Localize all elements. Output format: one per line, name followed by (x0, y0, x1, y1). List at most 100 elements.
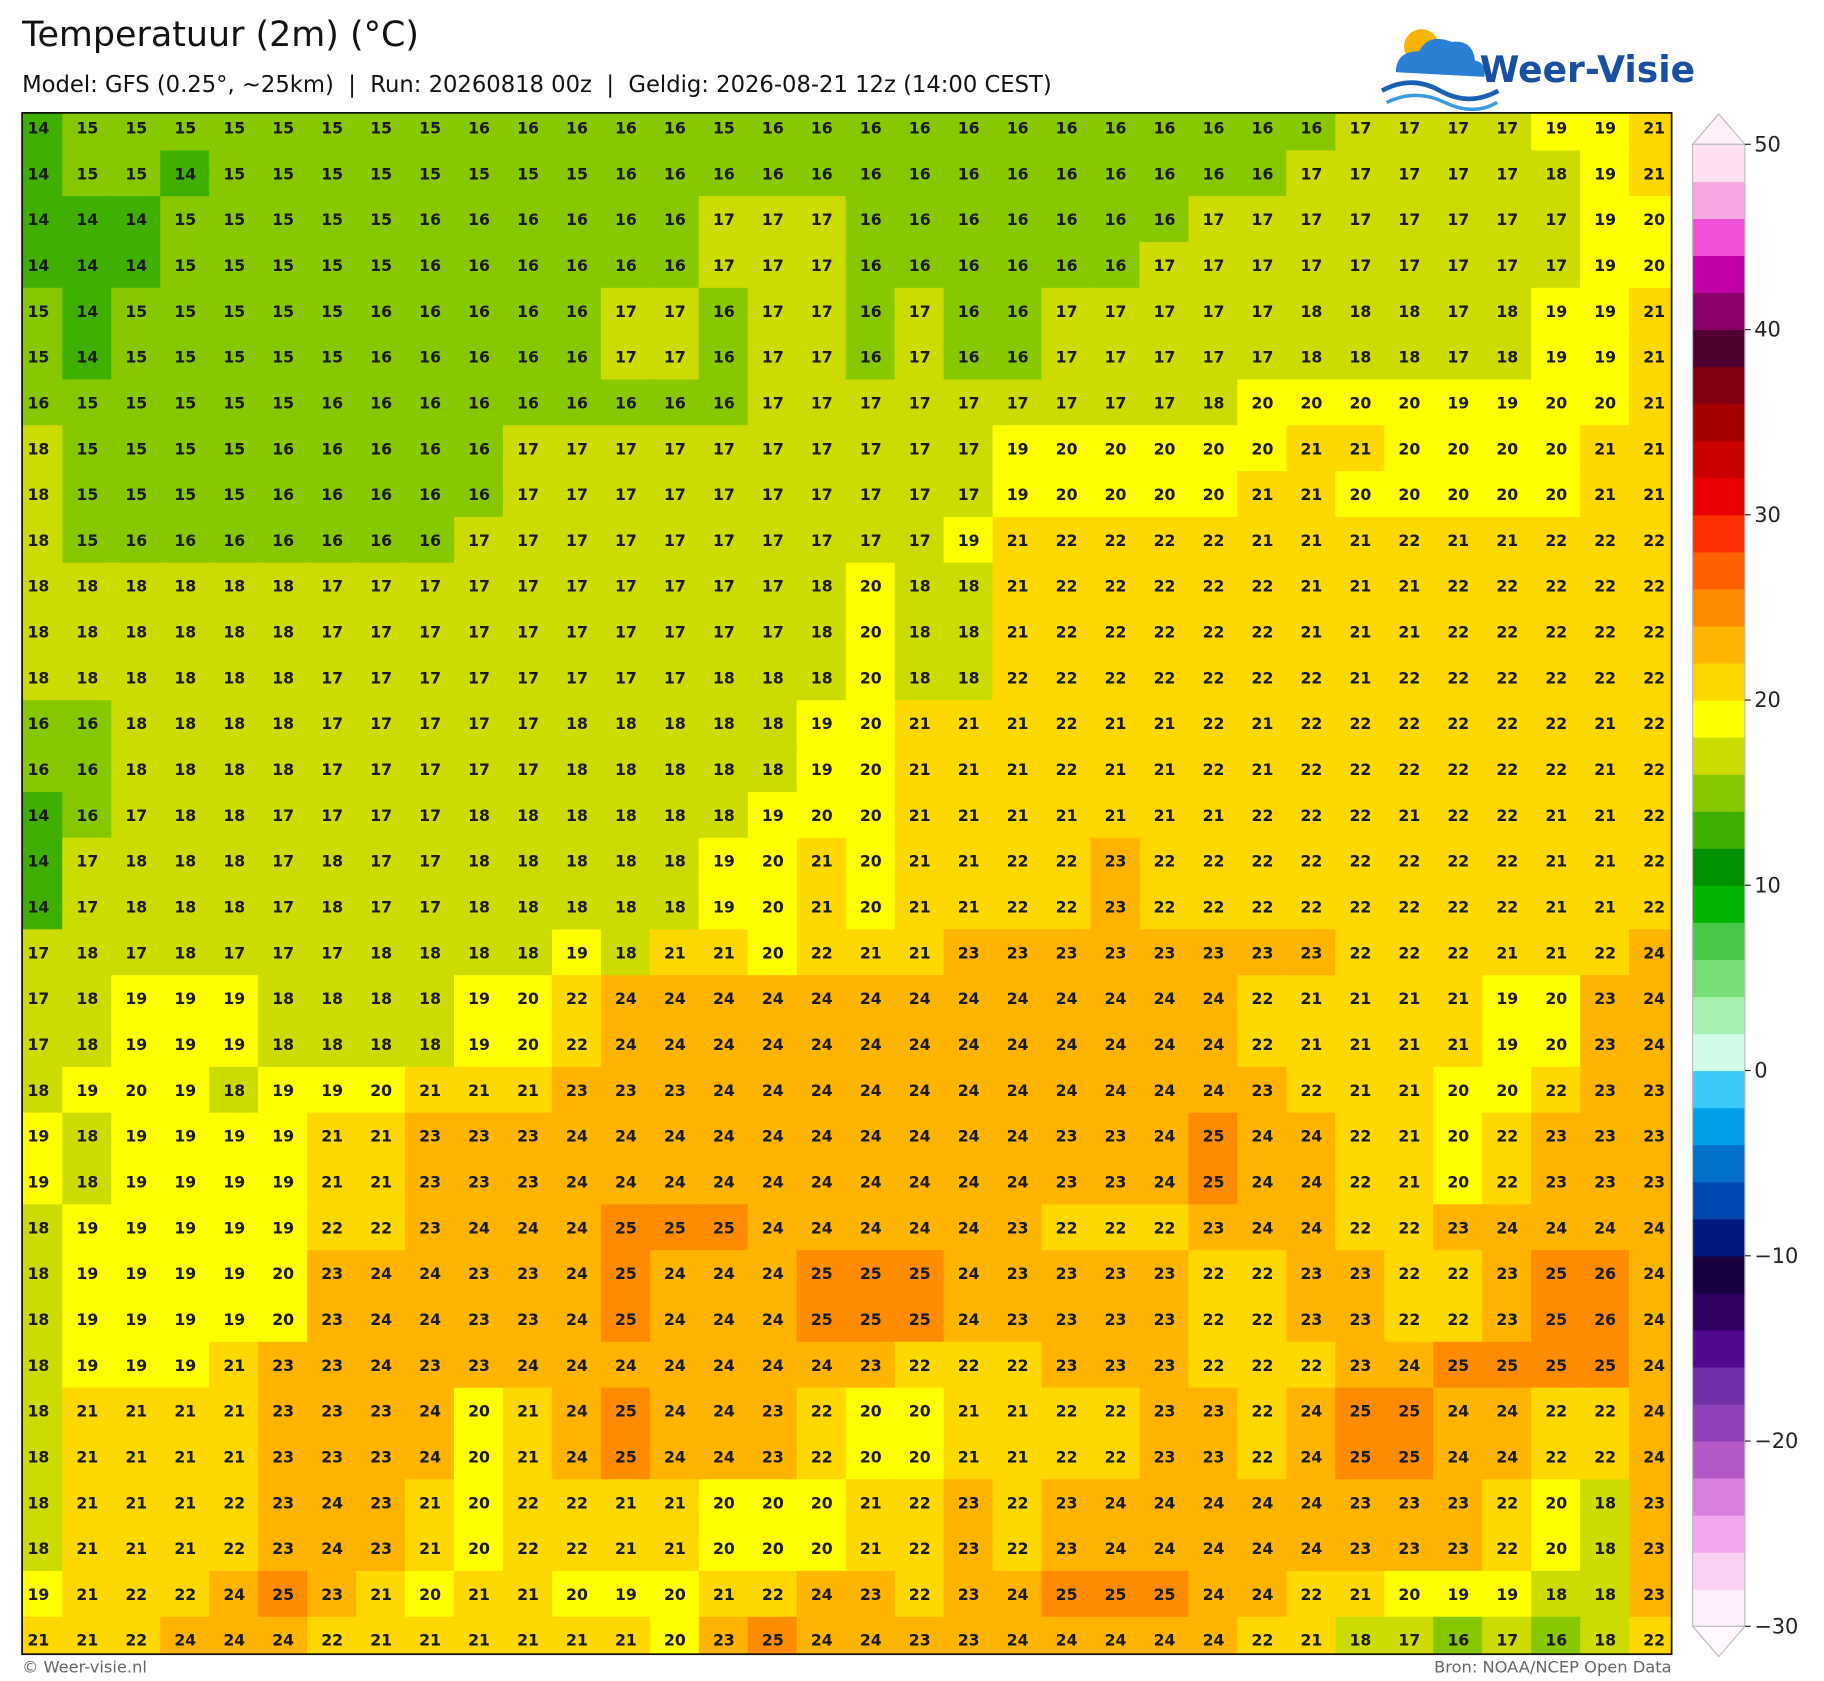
temperature-label: 23 (1154, 1447, 1176, 1466)
temperature-label: 16 (468, 302, 490, 321)
temperature-label: 16 (321, 531, 343, 550)
temperature-label: 24 (958, 1218, 980, 1237)
temperature-cell (1286, 112, 1337, 152)
temperature-label: 20 (468, 1402, 490, 1421)
temperature-cell (1531, 1341, 1582, 1389)
temperature-label: 15 (125, 485, 147, 504)
temperature-label: 18 (664, 852, 686, 871)
temperature-cell (698, 333, 749, 381)
temperature-label: 17 (615, 439, 637, 458)
temperature-label: 23 (1447, 1539, 1469, 1558)
temperature-label: 21 (125, 1447, 147, 1466)
temperature-cell (307, 562, 358, 610)
temperature-label: 22 (1349, 714, 1371, 733)
temperature-label: 17 (272, 852, 294, 871)
temperature-label: 18 (27, 1447, 49, 1466)
temperature-cell (1188, 746, 1239, 794)
temperature-cell (209, 196, 260, 244)
temperature-cell (62, 471, 113, 519)
temperature-cell (453, 929, 505, 977)
temperature-cell (1237, 1158, 1288, 1206)
temperature-label: 18 (27, 1539, 49, 1558)
colorbar-tick-label: −30 (1754, 1614, 1798, 1638)
temperature-label: 24 (566, 1447, 588, 1466)
temperature-cell (1433, 837, 1484, 885)
temperature-label: 21 (1643, 348, 1665, 367)
temperature-label: 17 (1496, 256, 1518, 275)
temperature-cell (943, 1479, 994, 1527)
temperature-label: 17 (517, 668, 539, 687)
logo-cloud (1395, 38, 1485, 77)
temperature-label: 22 (1643, 577, 1665, 596)
temperature-label: 22 (1056, 852, 1078, 871)
temperature-label: 17 (419, 806, 441, 825)
temperature-label: 17 (958, 393, 980, 412)
temperature-label: 23 (1252, 943, 1274, 962)
temperature-cell (160, 1021, 211, 1069)
temperature-label: 24 (958, 1035, 980, 1054)
temperature-label: 20 (1594, 393, 1616, 412)
temperature-label: 17 (517, 439, 539, 458)
temperature-label: 18 (370, 989, 392, 1008)
temperature-cell (1090, 1021, 1141, 1069)
temperature-label: 17 (811, 485, 833, 504)
temperature-cell (307, 700, 358, 748)
temperature-cell (1335, 837, 1386, 885)
temperature-label: 22 (1496, 1493, 1518, 1512)
temperature-label: 16 (1203, 164, 1225, 183)
temperature-label: 17 (321, 714, 343, 733)
temperature-label: 21 (1447, 989, 1469, 1008)
temperature-label: 16 (1105, 119, 1127, 138)
temperature-label: 19 (223, 1264, 245, 1283)
temperature-label: 23 (370, 1493, 392, 1512)
temperature-label: 24 (1154, 1127, 1176, 1146)
temperature-cell (1286, 196, 1337, 244)
temperature-cell (22, 608, 64, 656)
temperature-cell (600, 608, 652, 656)
temperature-label: 23 (517, 1264, 539, 1283)
temperature-label: 19 (174, 1264, 196, 1283)
temperature-cell (1482, 1066, 1533, 1114)
temperature-label: 18 (468, 806, 490, 825)
temperature-cell (1531, 1616, 1582, 1655)
temperature-label: 19 (1496, 1585, 1518, 1604)
temperature-label: 17 (468, 714, 490, 733)
temperature-label: 25 (909, 1310, 931, 1329)
temperature-cell (502, 746, 554, 794)
temperature-label: 21 (27, 1631, 49, 1650)
temperature-label: 24 (370, 1310, 392, 1329)
temperature-label: 17 (615, 485, 637, 504)
temperature-label: 18 (76, 577, 98, 596)
temperature-label: 17 (762, 256, 784, 275)
temperature-cell (600, 746, 652, 794)
temperature-label: 23 (1594, 1127, 1616, 1146)
temperature-label: 18 (27, 668, 49, 687)
temperature-cell (894, 1066, 945, 1114)
temperature-cell (1090, 112, 1141, 152)
temperature-label: 24 (909, 989, 931, 1008)
temperature-cell (1335, 241, 1386, 289)
colorbar-tick-label: 50 (1754, 132, 1781, 156)
temperature-label: 21 (1594, 760, 1616, 779)
colorbar-segment (1692, 662, 1745, 701)
temperature-label: 19 (1007, 485, 1029, 504)
temperature-cell (894, 746, 945, 794)
temperature-cell (698, 425, 749, 473)
temperature-cell (502, 700, 554, 748)
temperature-label: 24 (713, 989, 735, 1008)
temperature-label: 22 (1203, 852, 1225, 871)
temperature-cell (1482, 1021, 1533, 1069)
temperature-label: 16 (664, 393, 686, 412)
temperature-cell (307, 975, 358, 1023)
temperature-label: 24 (909, 1218, 931, 1237)
temperature-cell (1041, 1066, 1092, 1114)
temperature-cell (502, 837, 554, 885)
temperature-label: 15 (76, 531, 98, 550)
temperature-label: 23 (1105, 943, 1127, 962)
temperature-cell (992, 516, 1043, 564)
temperature-label: 25 (713, 1218, 735, 1237)
temperature-label: 18 (566, 898, 588, 917)
temperature-label: 18 (468, 898, 490, 917)
temperature-cell (992, 333, 1043, 381)
temperature-label: 20 (1301, 393, 1323, 412)
